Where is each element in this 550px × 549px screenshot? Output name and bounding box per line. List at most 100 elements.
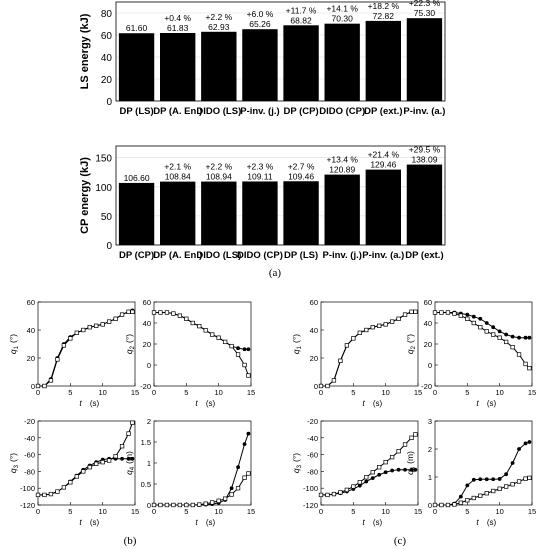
y-tick-label: 40 — [424, 319, 432, 328]
line-plot-b_q4: 0 0.5 1 1.5 2 0 5 10 15 t (s) q4 (m) — [124, 417, 255, 527]
data-point — [523, 361, 528, 367]
y-axis-subscript: 1 — [297, 345, 303, 349]
data-point — [432, 502, 438, 508]
data-point — [527, 475, 532, 480]
y-axis-subscript: 3 — [14, 464, 20, 468]
data-point — [458, 500, 464, 505]
data-point — [81, 327, 86, 333]
bar — [118, 33, 155, 101]
y-tick-label: -60 — [24, 451, 35, 460]
x-axis-unit: (s) — [90, 518, 100, 527]
data-point — [484, 491, 489, 496]
y-axis-label: q3 (°) — [8, 453, 20, 473]
y-axis-symbol: q — [8, 349, 18, 354]
y-axis-symbol: q — [405, 349, 415, 354]
plot-frame — [115, 145, 446, 246]
y-tick-label: 100 — [95, 183, 112, 194]
data-point — [504, 332, 509, 337]
data-point — [484, 329, 489, 334]
bar — [160, 181, 196, 245]
data-point — [523, 335, 528, 340]
data-point — [35, 383, 41, 389]
bar — [283, 25, 319, 101]
data-point — [236, 346, 240, 351]
data-point — [236, 465, 240, 470]
data-point — [119, 444, 125, 449]
y-axis-label: q1 (°) — [8, 334, 20, 354]
y-tick-label: 40 — [27, 326, 35, 335]
data-point — [396, 449, 401, 454]
x-tick-label: 15 — [528, 507, 536, 516]
plot-frame — [153, 420, 252, 506]
data-point — [177, 502, 183, 508]
panel-label-c: (c) — [394, 535, 407, 547]
x-tick-label: 15 — [414, 388, 422, 397]
data-point — [318, 383, 324, 389]
data-point — [48, 491, 54, 497]
data-point — [510, 334, 515, 339]
data-point — [523, 476, 528, 481]
y-tick-label: 0 — [428, 501, 432, 510]
series-line — [435, 312, 530, 339]
data-point — [325, 383, 330, 389]
value-label: 138.09 — [411, 155, 437, 165]
data-point — [478, 493, 483, 498]
x-tick-label: 0 — [319, 507, 323, 516]
line-plot-c_q4: 0 1 2 3 0 5 10 15 t (s) q4 (m) — [405, 417, 536, 527]
data-point — [235, 486, 241, 491]
y-tick-label: 40 — [101, 53, 113, 64]
data-point — [184, 502, 189, 508]
y-tick-label: 0.5 — [141, 480, 151, 489]
pct-label: +14.1 % — [326, 4, 358, 14]
bar — [283, 181, 319, 245]
data-point — [351, 336, 356, 341]
data-point — [478, 325, 483, 330]
data-point — [210, 332, 215, 337]
y-tick-label: 0 — [31, 382, 35, 391]
value-label: 109.46 — [288, 171, 314, 181]
data-point — [203, 328, 208, 333]
y-tick-label: 0 — [147, 361, 151, 370]
data-point — [119, 312, 125, 317]
data-point — [344, 487, 350, 493]
data-point — [229, 492, 234, 497]
data-point — [222, 339, 228, 345]
y-tick-label: -40 — [24, 434, 35, 443]
category-label: P-inv. (j.) — [240, 106, 279, 117]
category-label: DP (A. En.) — [153, 106, 202, 117]
x-axis-label: t — [195, 398, 198, 408]
y-tick-label: 40 — [143, 319, 151, 328]
category-label: DP (ext.) — [364, 106, 402, 117]
x-tick-label: 10 — [98, 507, 106, 516]
data-point — [94, 461, 99, 466]
y-axis-symbol: q — [124, 470, 134, 475]
data-point — [158, 502, 163, 508]
y-tick-label: -40 — [307, 434, 318, 443]
data-point — [242, 475, 247, 480]
plot-frame — [115, 1, 446, 102]
data-point — [246, 373, 251, 378]
data-point — [403, 467, 407, 472]
y-tick-label: -20 — [140, 382, 151, 391]
data-point — [452, 311, 457, 316]
x-tick-label: 5 — [465, 507, 469, 516]
x-axis-unit: (s) — [206, 399, 216, 408]
data-point — [471, 477, 476, 482]
pct-label: +0.4 % — [164, 13, 191, 23]
y-axis-label: q4 (m) — [405, 451, 417, 475]
x-axis-label: t — [79, 517, 82, 527]
value-label: 106.60 — [124, 173, 150, 183]
data-point — [42, 383, 47, 389]
bar — [201, 181, 237, 245]
y-tick-label: 20 — [27, 354, 35, 363]
data-point — [409, 467, 414, 472]
data-point — [113, 316, 118, 321]
data-point — [351, 484, 356, 489]
x-tick-label: 5 — [351, 507, 355, 516]
data-point — [177, 313, 183, 318]
category-label: P-inv. (a.) — [403, 106, 445, 117]
data-point — [484, 477, 489, 482]
data-point — [171, 311, 176, 316]
plot-frame — [37, 420, 136, 506]
